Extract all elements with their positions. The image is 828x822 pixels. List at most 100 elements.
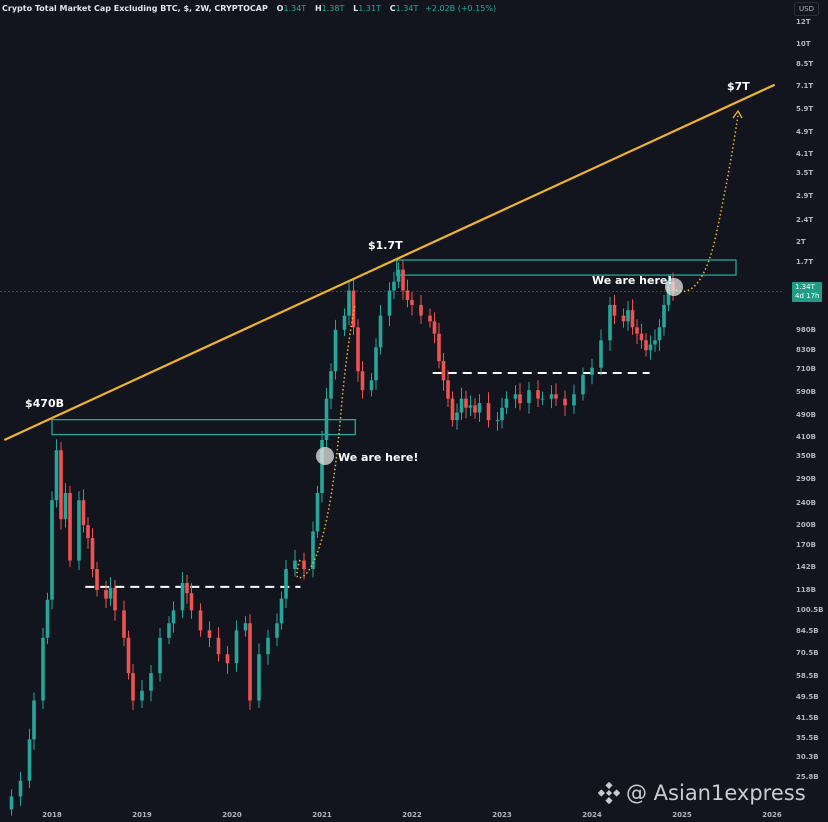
candle-body <box>50 500 54 600</box>
candle-body <box>207 630 212 638</box>
candle-body <box>104 590 108 599</box>
bar-countdown: 4d 17h <box>795 292 820 301</box>
open-label: O <box>276 4 284 13</box>
candle-body <box>554 394 558 399</box>
candle-body <box>441 361 446 381</box>
candle-body <box>527 390 531 404</box>
candle-body <box>477 403 482 413</box>
candle-body <box>590 367 594 375</box>
y-tick-label: 118B <box>796 586 816 594</box>
candle-body <box>9 796 14 810</box>
candle-body <box>428 315 432 322</box>
y-tick-label: 1.7T <box>796 258 814 267</box>
candle-body <box>293 560 297 570</box>
x-tick-label: 2024 <box>582 811 602 819</box>
candle-body <box>266 637 270 655</box>
we-are-here-marker-2021 <box>316 447 334 465</box>
candle-body <box>612 304 617 316</box>
candle-body <box>518 394 522 404</box>
price-chart[interactable] <box>0 0 782 822</box>
candle-body <box>18 780 23 797</box>
candle-body <box>473 405 477 413</box>
x-tick-label: 2025 <box>672 811 692 819</box>
y-tick-label: 142B <box>796 563 816 572</box>
projection-arrow-icon <box>732 109 743 119</box>
y-tick-label: 7.1T <box>796 82 814 91</box>
x-tick-label: 2018 <box>42 811 62 819</box>
candle-body <box>329 371 333 399</box>
candle-body <box>468 405 473 408</box>
candle-body <box>653 340 657 345</box>
annotation-we-are-here-2024: We are here! <box>592 274 673 287</box>
candle-body <box>639 333 644 341</box>
y-tick-label: 170B <box>796 541 816 550</box>
open-value: 1.34T <box>283 4 307 13</box>
candle-body <box>180 582 185 611</box>
y-tick-label: 35.5B <box>796 733 819 742</box>
candle-body <box>158 637 162 674</box>
candle-body <box>626 310 630 322</box>
candle-body <box>369 380 374 391</box>
candle-body <box>432 321 437 334</box>
candle-body <box>45 599 50 638</box>
candle-body <box>450 398 455 421</box>
candle-body <box>351 290 356 328</box>
candle-body <box>540 398 545 400</box>
candle-body <box>171 610 176 624</box>
candle-body <box>63 492 68 520</box>
close-label: C <box>389 4 396 13</box>
candle-body <box>54 450 59 501</box>
candle-body <box>459 398 464 413</box>
candle-body <box>387 290 392 316</box>
candle-body <box>630 310 635 328</box>
annotation-we-are-here-2021: We are here! <box>338 451 419 464</box>
price-axis[interactable]: USD 1.34T 4d 17h 12T 10T 8.5T 7.1T 5.9T 4.9T 4… <box>782 0 828 822</box>
candle-body <box>41 637 45 701</box>
candle-body <box>347 290 351 316</box>
candle-body <box>257 654 261 701</box>
candle-body <box>356 327 360 372</box>
low-label: L <box>353 4 359 13</box>
candle-body <box>27 739 32 781</box>
candle-body <box>95 569 99 591</box>
y-tick-label: 25.8B <box>796 772 819 781</box>
candle-body <box>635 327 639 334</box>
candle-body <box>464 398 468 408</box>
currency-button[interactable]: USD <box>794 2 819 16</box>
y-tick-label: 12T <box>796 17 811 26</box>
candle-body <box>419 304 423 316</box>
candle-body <box>311 531 315 570</box>
candle-body <box>486 403 491 421</box>
y-tick-label: 590B <box>796 388 816 397</box>
y-tick-label: 3.5T <box>796 169 814 178</box>
current-price-label: 1.34T <box>795 283 815 292</box>
candle-body <box>333 329 338 372</box>
candle-body <box>495 420 500 422</box>
candle-body <box>378 315 383 348</box>
high-label: H <box>314 4 322 13</box>
candle-body <box>140 690 144 701</box>
resistance-zone-0 <box>51 418 356 436</box>
y-tick-label: 41.5B <box>796 714 819 723</box>
candle-body <box>315 492 320 532</box>
y-tick-label: 5.9T <box>796 105 814 114</box>
y-tick-label: 70.5B <box>796 649 819 658</box>
y-tick-label: 30.3B <box>796 753 819 762</box>
y-tick-label: 8.5T <box>796 60 814 69</box>
candle-body <box>446 380 450 399</box>
candle-body <box>581 374 585 395</box>
projection-curve-2025 <box>675 114 739 293</box>
y-tick-label: 710B <box>796 365 816 374</box>
candle-body <box>504 398 509 408</box>
y-tick-label: 410B <box>796 432 816 441</box>
candle-body <box>401 269 405 291</box>
y-tick-label: 4.9T <box>796 128 814 137</box>
candle-body <box>662 304 666 328</box>
candle-body <box>189 593 194 611</box>
candle-body <box>122 610 126 638</box>
candle-body <box>81 500 86 526</box>
candle-body <box>234 630 239 664</box>
y-tick-label: 100.5B <box>796 605 824 614</box>
y-tick-label: 490B <box>796 411 816 420</box>
candle-body <box>549 394 554 399</box>
